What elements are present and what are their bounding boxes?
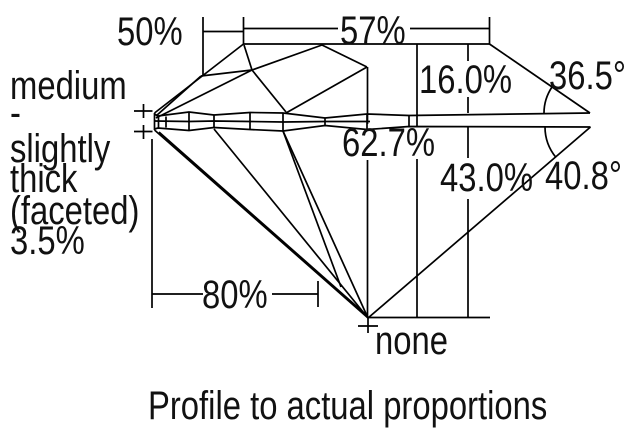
table-dimension bbox=[243, 17, 491, 44]
girdle-label-line: medium bbox=[10, 64, 127, 108]
girdle-band bbox=[154, 111, 591, 132]
star-length-dimension bbox=[202, 17, 245, 75]
culet-label: none bbox=[375, 319, 448, 363]
pavilion-angle-label: 40.8° bbox=[545, 154, 622, 198]
girdle-label-line: (faceted) bbox=[10, 189, 140, 233]
girdle-tick-marks bbox=[134, 104, 153, 139]
angle-arcs bbox=[543, 86, 557, 159]
pavilion-depth-label: 43.0% bbox=[440, 156, 534, 200]
crown-facets bbox=[155, 44, 368, 119]
girdle-label-line: thick bbox=[10, 157, 78, 201]
girdle-label-line: - bbox=[10, 91, 21, 135]
figure-caption: Profile to actual proportions bbox=[148, 384, 548, 428]
diamond-outline bbox=[153, 43, 592, 319]
star-length-label: 50% bbox=[117, 10, 183, 54]
total-depth-label: 62.7% bbox=[342, 121, 436, 165]
culet-baseline bbox=[358, 316, 490, 333]
crown-height-label: 16.0% bbox=[419, 58, 513, 102]
lower-girdle-label: 80% bbox=[202, 273, 268, 317]
lower-girdle-dimension bbox=[151, 139, 319, 308]
girdle-label-line: 3.5% bbox=[10, 219, 85, 263]
girdle-label-line: slightly bbox=[10, 127, 111, 171]
crown-angle-label: 36.5° bbox=[549, 54, 626, 98]
table-size-label: 57% bbox=[340, 9, 406, 53]
pavilion-facets bbox=[158, 128, 369, 319]
